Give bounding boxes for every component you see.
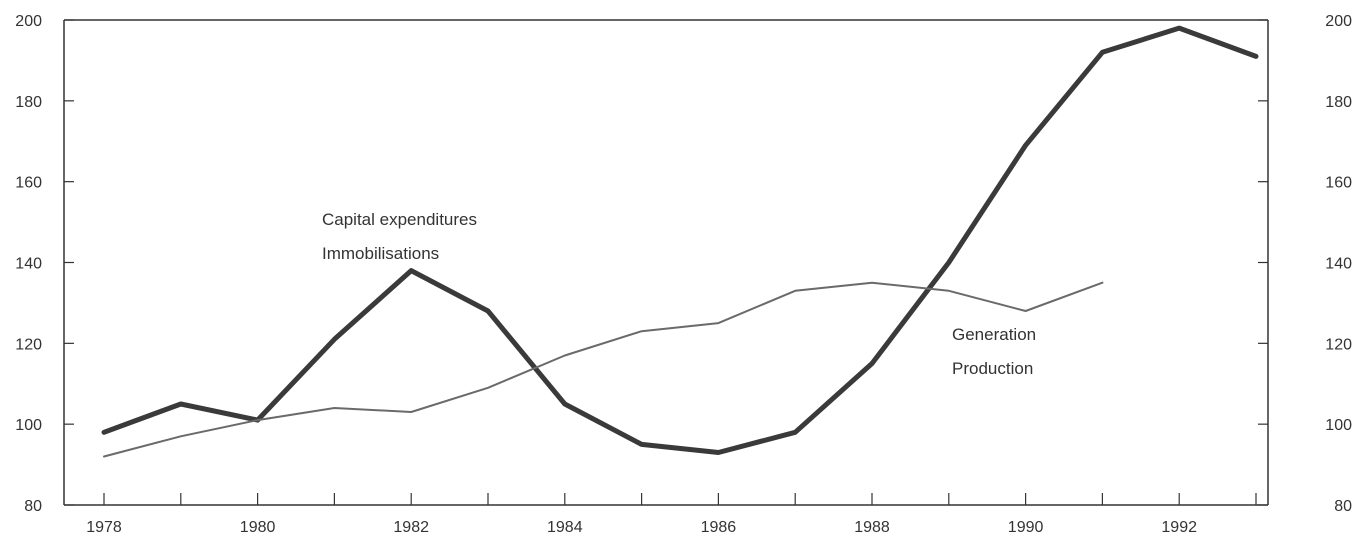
y-tick-label-right: 80 <box>1334 498 1352 515</box>
chart-axes: 200 200 180 180 160 160 140 140 120 120 100 100 80 80… <box>15 13 1352 536</box>
label-generation-line: Production <box>952 359 1033 378</box>
label-capital-expenditures-line: Capital expenditures <box>322 210 477 229</box>
x-tick-label: 1980 <box>240 519 276 536</box>
chart-annotations: Capital expenditures Immobilisations Gener… <box>322 210 1036 378</box>
y-tick-label-left: 160 <box>15 175 42 192</box>
y-tick-label-right: 140 <box>1325 256 1352 273</box>
y-tick-label-left: 180 <box>15 94 42 111</box>
x-tick-label: 1992 <box>1161 519 1197 536</box>
y-tick-label-left: 100 <box>15 417 42 434</box>
x-tick-label: 1988 <box>854 519 890 536</box>
x-tick-label: 1986 <box>701 519 737 536</box>
series-line-capital-expenditures <box>101 25 1259 455</box>
y-tick-label-left: 120 <box>15 336 42 353</box>
y-tick-label-left: 200 <box>15 13 42 30</box>
y-tick-label-right: 160 <box>1325 175 1352 192</box>
chart-series <box>101 25 1259 458</box>
x-tick-label: 1990 <box>1008 519 1044 536</box>
x-tick-label: 1978 <box>86 519 122 536</box>
x-tick-label: 1984 <box>547 519 583 536</box>
y-tick-label-left: 140 <box>15 256 42 273</box>
label-capital-expenditures-line: Immobilisations <box>322 244 439 263</box>
x-tick-label: 1982 <box>393 519 429 536</box>
y-tick-label-right: 200 <box>1325 13 1352 30</box>
label-generation-line: Generation <box>952 325 1036 344</box>
y-tick-label-left: 80 <box>24 498 42 515</box>
series-line-generation <box>103 281 1104 458</box>
y-tick-label-right: 100 <box>1325 417 1352 434</box>
y-tick-label-right: 120 <box>1325 336 1352 353</box>
y-tick-label-right: 180 <box>1325 94 1352 111</box>
